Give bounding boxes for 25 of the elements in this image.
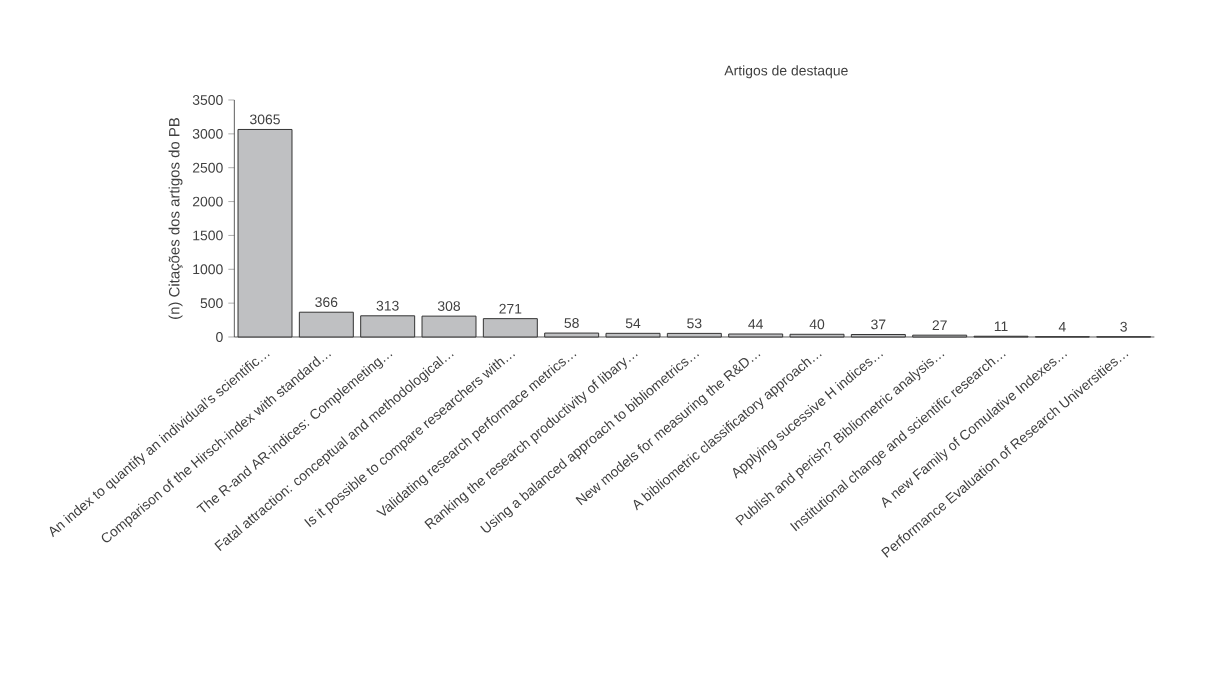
data-label: 54 bbox=[625, 318, 641, 329]
y-tick-label: 3000 bbox=[192, 128, 223, 139]
y-tick-label: 2000 bbox=[192, 196, 223, 207]
y-axis-title: (n) Citações dos artigos do PB bbox=[168, 117, 183, 319]
data-label: 44 bbox=[748, 319, 764, 329]
chart-title: Artigos de destaque bbox=[724, 65, 848, 79]
y-tick-label: 2500 bbox=[192, 162, 223, 173]
data-label: 53 bbox=[687, 318, 702, 329]
y-tick-label: 1500 bbox=[193, 230, 223, 241]
data-label: 27 bbox=[932, 320, 947, 331]
data-label: 3065 bbox=[250, 114, 280, 125]
data-label: 308 bbox=[437, 301, 461, 311]
data-label: 4 bbox=[1058, 321, 1066, 332]
y-tick-label: 0 bbox=[216, 332, 223, 342]
data-label: 11 bbox=[994, 321, 1008, 332]
y-tick-label: 500 bbox=[200, 298, 223, 309]
data-label: 3 bbox=[1120, 321, 1127, 332]
data-label: 40 bbox=[809, 319, 825, 330]
data-label: 271 bbox=[499, 303, 522, 314]
data-label: 37 bbox=[871, 319, 886, 330]
data-label: 313 bbox=[376, 300, 399, 311]
y-tick-label: 1000 bbox=[193, 264, 223, 275]
data-label: 58 bbox=[564, 318, 579, 328]
y-tick-label: 3500 bbox=[192, 95, 223, 105]
data-label: 366 bbox=[315, 297, 338, 308]
